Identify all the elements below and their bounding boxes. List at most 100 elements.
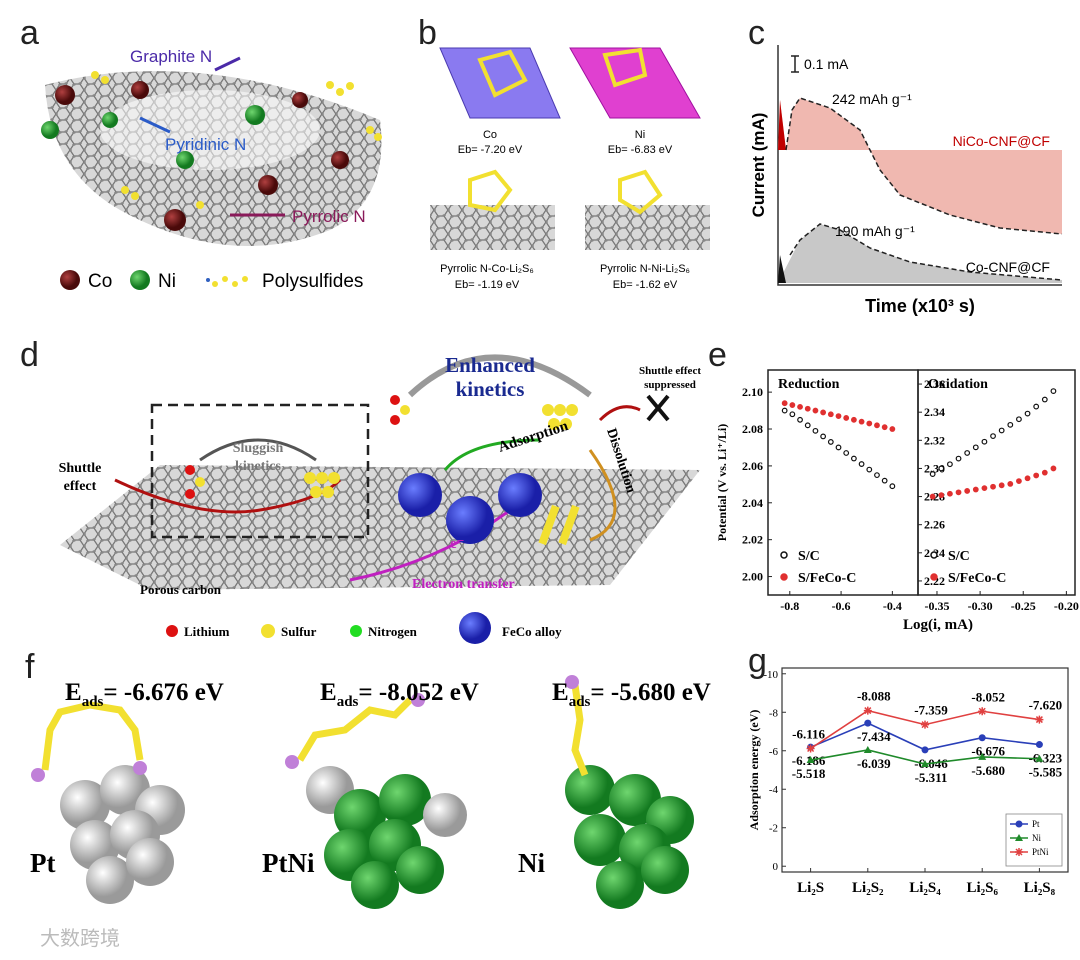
- symbol: E: [320, 679, 337, 706]
- symbol: E: [552, 679, 569, 706]
- label: e⁻: [450, 536, 465, 552]
- data-label: -5.518: [792, 766, 826, 781]
- data-label: -8.052: [971, 689, 1005, 704]
- binding-energy: Eb= -1.62 eV: [613, 279, 678, 291]
- watermark: 大数跨境: [40, 927, 120, 950]
- molecule: [41, 701, 144, 771]
- legend-marker: [780, 551, 788, 559]
- data-point: [972, 486, 979, 493]
- metal-label: Ni: [518, 848, 545, 878]
- data-point: [964, 450, 971, 456]
- panel-f: f Eads= -6.676 eV Eads= -8.052 eV Eads= …: [25, 648, 711, 909]
- label: effect: [64, 479, 97, 494]
- data-point: [990, 483, 996, 490]
- y-tick-label: -10: [763, 669, 778, 681]
- y-tick-label: 0: [773, 861, 779, 873]
- annotation: Pyridinic N: [165, 135, 246, 154]
- panel-letter: g: [748, 642, 767, 680]
- capacity-label: 190 mAh g⁻¹: [835, 223, 915, 239]
- data-point: [1035, 715, 1044, 724]
- data-point: [820, 433, 827, 440]
- y-tick-label: 2.36: [924, 377, 945, 391]
- y-tick-label: 2.02: [742, 533, 763, 547]
- symbol: E: [65, 679, 82, 706]
- li-atom: [565, 675, 579, 689]
- label: Porous carbon: [140, 582, 222, 597]
- structure-name: Ni: [635, 129, 645, 141]
- dashed-box: [150, 403, 370, 539]
- molecule: [468, 169, 513, 213]
- data-point: [921, 720, 929, 729]
- legend-label: S/FeCo-C: [948, 571, 1006, 586]
- data-point: [955, 489, 962, 496]
- data-point: [1024, 410, 1031, 417]
- binding-energy: Eb= -1.19 eV: [455, 279, 520, 291]
- arrow: [139, 116, 171, 134]
- panel-letter: f: [25, 648, 35, 686]
- y-tick-label: -8: [769, 707, 779, 719]
- data-label: -5.585: [1029, 765, 1063, 780]
- data-point: [843, 415, 850, 421]
- ni-cluster: [565, 765, 694, 909]
- y-tick-label: 2.08: [742, 422, 763, 436]
- legend-label: PtNi: [1032, 847, 1049, 857]
- data-point: [866, 420, 873, 427]
- legend-marker: [130, 270, 150, 290]
- annotation: Graphite N: [130, 47, 212, 66]
- data-point: [981, 438, 988, 445]
- label: kinetics: [456, 377, 525, 401]
- data-label: -7.620: [1029, 698, 1063, 713]
- legend-label: Nitrogen: [368, 624, 418, 639]
- data-point: [874, 422, 880, 429]
- pt-cluster: [60, 765, 185, 904]
- adsorption-energy: Eads= -6.676 eV: [65, 679, 224, 710]
- x-axis-label: Log(i, mA): [903, 617, 973, 633]
- scale-label: 0.1 mA: [804, 56, 849, 72]
- data-point: [947, 461, 953, 468]
- data-point: [858, 418, 865, 425]
- data-point: [1035, 754, 1044, 762]
- legend-label: S/C: [948, 549, 970, 564]
- data-point: [804, 422, 811, 429]
- data-point: [981, 485, 988, 492]
- legend-marker: [930, 551, 938, 559]
- x-tick-label: Li₂S: [797, 880, 824, 896]
- data-label: -6.116: [792, 727, 825, 742]
- label: Shuttle: [59, 461, 102, 476]
- label: Sluggish: [233, 441, 284, 456]
- data-point: [955, 455, 962, 462]
- data-point: [998, 482, 1005, 489]
- data-point: [806, 744, 815, 753]
- energy-value: = -8.052 eV: [358, 679, 478, 706]
- lattice: [569, 47, 701, 119]
- molecule: [571, 684, 589, 777]
- adsorption-arrow: [443, 438, 541, 471]
- x-tick-label: -0.4: [883, 599, 902, 613]
- outline: [789, 223, 1063, 281]
- molecule: [602, 47, 648, 88]
- legend-label: Ni: [1032, 833, 1041, 843]
- molecule: [296, 697, 413, 762]
- data-point: [978, 734, 986, 742]
- data-point: [921, 760, 929, 768]
- data-point: [1033, 403, 1040, 410]
- li-atom: [31, 768, 45, 782]
- chart: 2.00 2.02 2.04 2.06 2.08 2.10 -0.8 -0.6 -0.4 Redu…: [715, 369, 973, 633]
- x-tick-label: Li₂S₆: [966, 880, 998, 896]
- porous-carbon: [60, 465, 700, 590]
- data-point: [866, 466, 873, 473]
- legend-label: Pt: [1032, 819, 1040, 829]
- data-point: [889, 426, 896, 432]
- legend-marker: [780, 573, 788, 581]
- data-point: [812, 407, 819, 414]
- spike: [778, 255, 786, 283]
- legend-marker: [206, 276, 248, 287]
- chart: 2.222.242.262.282.302.322.342.36-0.35-0.…: [917, 369, 1079, 613]
- polysulfides: [91, 71, 382, 209]
- data-point: [1015, 834, 1023, 841]
- molecule: [477, 49, 528, 98]
- graphene: [430, 205, 555, 250]
- data-point: [881, 424, 888, 431]
- ptni-cluster: [306, 766, 467, 909]
- data-point: [929, 493, 936, 500]
